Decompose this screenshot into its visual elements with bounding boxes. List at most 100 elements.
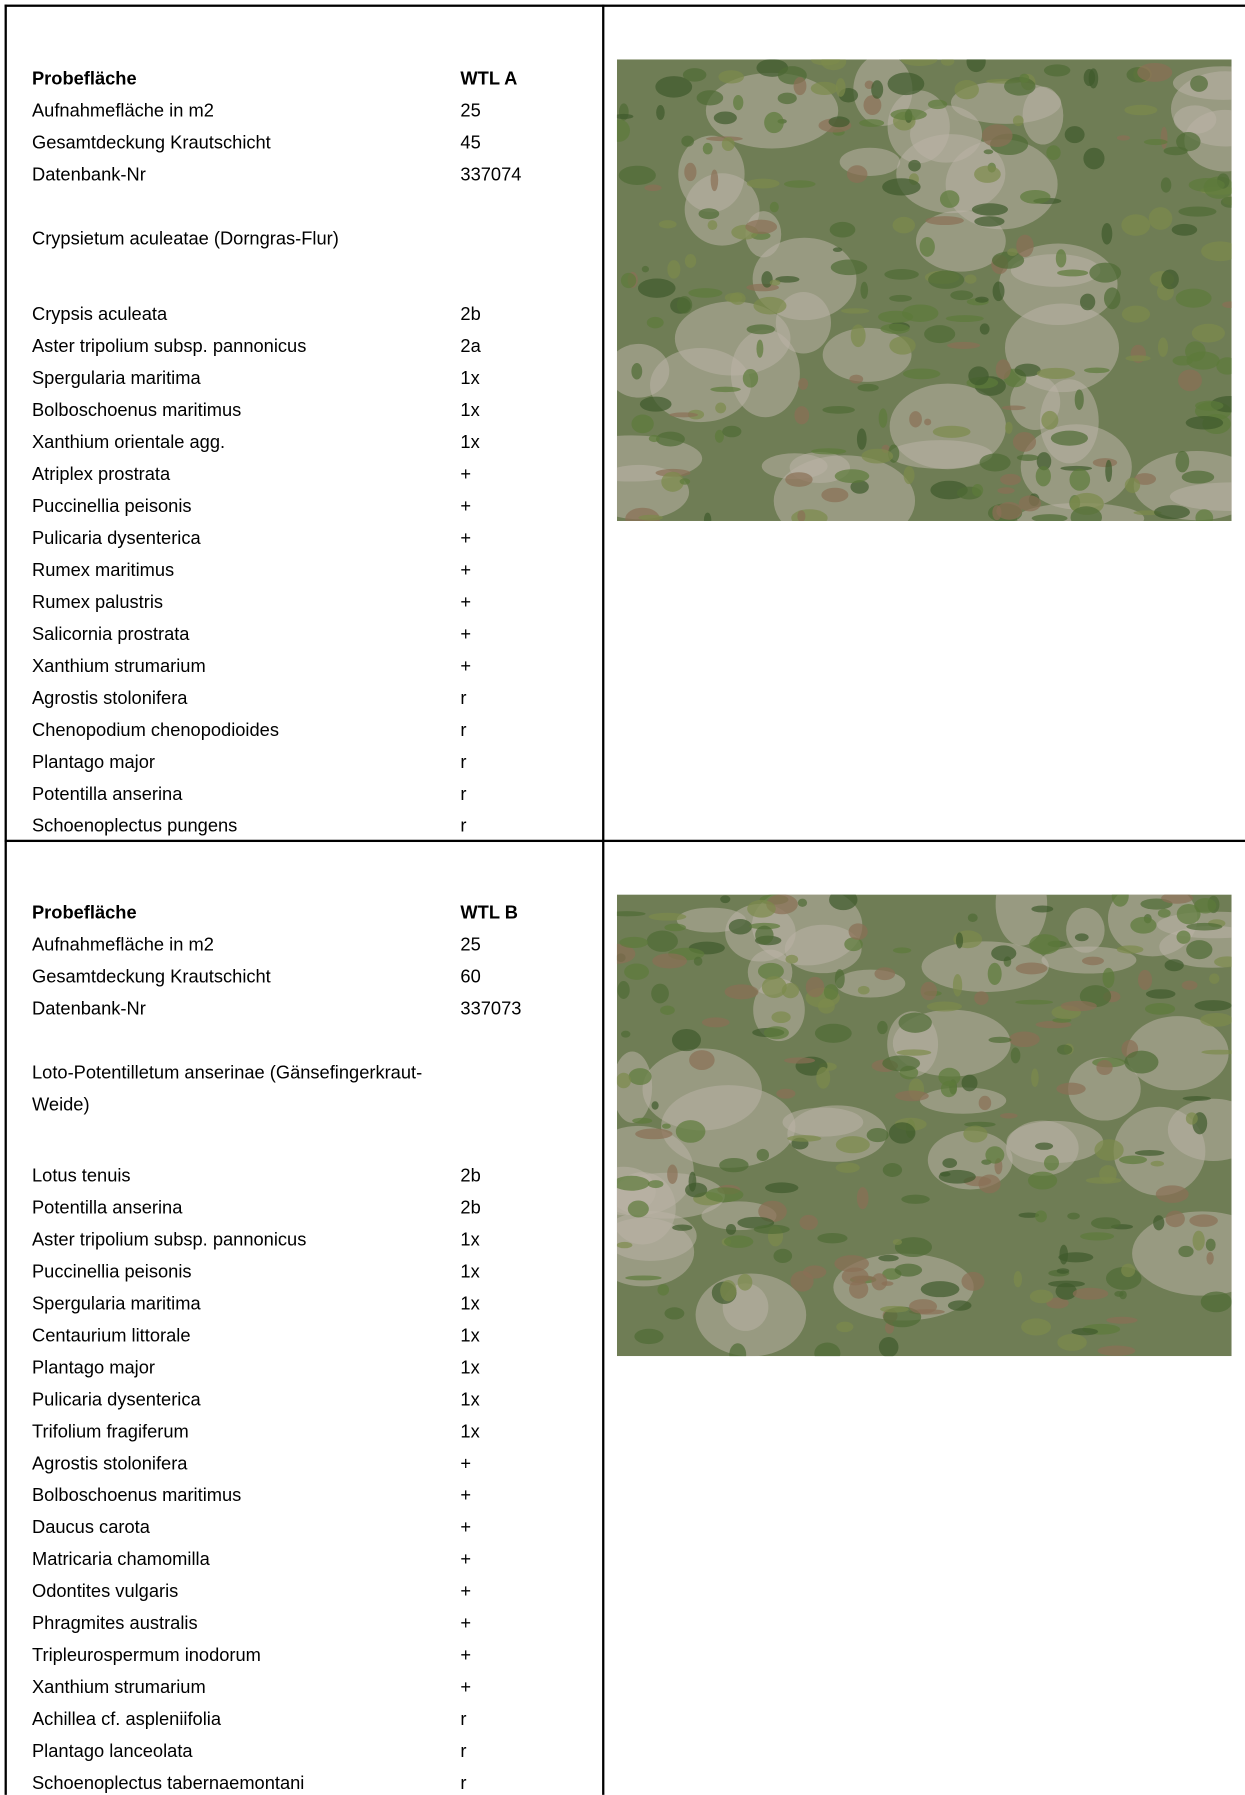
species-name: Rumex palustris bbox=[31, 592, 164, 613]
species-cover: + bbox=[460, 1646, 472, 1666]
photo bbox=[616, 894, 1232, 1357]
species-cover: 1x bbox=[460, 1326, 480, 1346]
species-cover: + bbox=[460, 528, 472, 549]
species-cover: + bbox=[460, 1518, 472, 1538]
community: Crypsietum aculeatae (Dorngras-Flur) bbox=[31, 229, 339, 250]
species-cover: + bbox=[460, 592, 472, 613]
species-name: Aster tripolium subsp. pannonicus bbox=[31, 1230, 307, 1250]
species-name: Tripleurospermum inodorum bbox=[31, 1646, 261, 1666]
species-name: Xanthium orientale agg. bbox=[31, 433, 226, 453]
field-label: Probefläche bbox=[31, 903, 137, 924]
species-cover: r bbox=[460, 784, 467, 805]
species-name: Centaurium littorale bbox=[31, 1326, 191, 1346]
species-name: Salicornia prostrata bbox=[31, 624, 190, 645]
field-label: Probefläche bbox=[31, 69, 137, 90]
field-value: 25 bbox=[460, 101, 481, 122]
species-cover: + bbox=[460, 1454, 472, 1474]
species-cover: 2b bbox=[460, 305, 481, 325]
species-name: Potentilla anserina bbox=[31, 784, 183, 805]
border bbox=[4, 4, 1245, 7]
species-cover: + bbox=[460, 560, 472, 581]
species-name: Plantago major bbox=[31, 1358, 155, 1378]
species-cover: 1x bbox=[460, 1422, 480, 1442]
species-cover: 2b bbox=[460, 1198, 481, 1218]
species-name: Bolboschoenus maritimus bbox=[31, 401, 242, 421]
species-cover: r bbox=[460, 752, 467, 773]
species-cover: 1x bbox=[460, 1358, 480, 1378]
species-cover: + bbox=[460, 496, 472, 517]
field-value: WTL B bbox=[460, 903, 518, 924]
species-cover: 1x bbox=[460, 1294, 480, 1314]
species-cover: + bbox=[460, 656, 472, 677]
species-name: Pulicaria dysenterica bbox=[31, 528, 201, 549]
species-name: Lotus tenuis bbox=[31, 1166, 131, 1186]
species-cover: + bbox=[460, 464, 472, 485]
field-value: 337073 bbox=[460, 999, 522, 1020]
field-value: 60 bbox=[460, 967, 481, 988]
species-name: Daucus carota bbox=[31, 1518, 150, 1538]
species-name: Schoenoplectus pungens bbox=[31, 816, 238, 837]
species-name: Agrostis stolonifera bbox=[31, 1454, 188, 1474]
field-label: Aufnahmefläche in m2 bbox=[31, 101, 214, 122]
species-name: Atriplex prostrata bbox=[31, 464, 171, 485]
field-value: 337074 bbox=[460, 165, 522, 186]
species-name: Plantago major bbox=[31, 752, 155, 773]
species-name: Trifolium fragiferum bbox=[31, 1422, 189, 1442]
species-cover: 1x bbox=[460, 1230, 480, 1250]
species-cover: 1x bbox=[460, 401, 480, 421]
species-name: Crypsis aculeata bbox=[31, 305, 168, 325]
species-name: Potentilla anserina bbox=[31, 1198, 183, 1218]
species-cover: + bbox=[460, 1678, 472, 1698]
species-cover: + bbox=[460, 1550, 472, 1570]
field-label: Datenbank-Nr bbox=[31, 999, 146, 1020]
field-label: Gesamtdeckung Krautschicht bbox=[31, 967, 271, 988]
species-name: Rumex maritimus bbox=[31, 560, 175, 581]
species-cover: r bbox=[460, 816, 467, 837]
species-cover: r bbox=[460, 1710, 467, 1730]
species-name: Phragmites australis bbox=[31, 1614, 198, 1634]
species-name: Matricaria chamomilla bbox=[31, 1550, 210, 1570]
species-name: Achillea cf. aspleniifolia bbox=[31, 1710, 221, 1730]
species-name: Bolboschoenus maritimus bbox=[31, 1486, 242, 1506]
field-label: Aufnahmefläche in m2 bbox=[31, 935, 214, 956]
species-cover: r bbox=[460, 1774, 467, 1794]
species-name: Odontites vulgaris bbox=[31, 1582, 179, 1602]
border bbox=[4, 4, 7, 1795]
field-value: WTL A bbox=[460, 69, 518, 90]
border bbox=[4, 839, 1245, 842]
field-label: Datenbank-Nr bbox=[31, 165, 146, 186]
species-name: Pulicaria dysenterica bbox=[31, 1390, 201, 1410]
species-cover: 2b bbox=[460, 1166, 481, 1186]
community: Loto-Potentilletum anserinae (Gänsefinge… bbox=[31, 1063, 423, 1116]
species-name: Plantago lanceolata bbox=[31, 1742, 193, 1762]
species-cover: 1x bbox=[460, 369, 480, 389]
species-cover: 2a bbox=[460, 337, 481, 357]
field-value: 25 bbox=[460, 935, 481, 956]
field-value: 45 bbox=[460, 133, 481, 154]
species-name: Spergularia maritima bbox=[31, 369, 201, 389]
photo bbox=[616, 59, 1232, 521]
species-cover: + bbox=[460, 1614, 472, 1634]
species-cover: 1x bbox=[460, 1390, 480, 1410]
species-name: Xanthium strumarium bbox=[31, 1678, 206, 1698]
species-cover: + bbox=[460, 1582, 472, 1602]
species-name: Puccinellia peisonis bbox=[31, 1262, 192, 1282]
border bbox=[602, 4, 604, 1795]
species-cover: r bbox=[460, 1742, 467, 1762]
field-label: Gesamtdeckung Krautschicht bbox=[31, 133, 271, 154]
species-cover: + bbox=[460, 1486, 472, 1506]
species-name: Aster tripolium subsp. pannonicus bbox=[31, 337, 307, 357]
species-name: Xanthium strumarium bbox=[31, 656, 206, 677]
species-cover: 1x bbox=[460, 433, 480, 453]
species-name: Agrostis stolonifera bbox=[31, 688, 188, 709]
species-cover: r bbox=[460, 720, 467, 741]
species-cover: r bbox=[460, 688, 467, 709]
species-name: Schoenoplectus tabernaemontani bbox=[31, 1774, 305, 1794]
species-cover: + bbox=[460, 624, 472, 645]
species-name: Spergularia maritima bbox=[31, 1294, 201, 1314]
species-name: Puccinellia peisonis bbox=[31, 496, 192, 517]
species-cover: 1x bbox=[460, 1262, 480, 1282]
species-name: Chenopodium chenopodioides bbox=[31, 720, 279, 741]
